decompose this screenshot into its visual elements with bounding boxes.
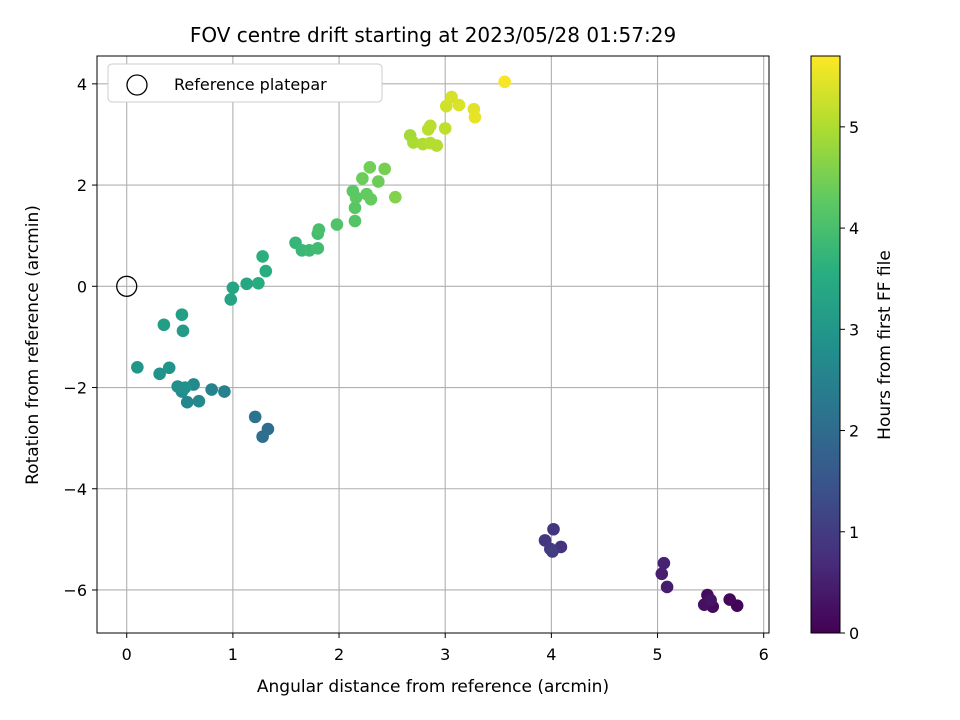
grid — [97, 56, 769, 633]
data-point — [248, 410, 262, 424]
data-points — [116, 75, 744, 613]
data-point — [407, 136, 420, 149]
legend-marker-open-circle — [126, 74, 148, 96]
data-point — [311, 242, 325, 255]
y-tick-label: −2 — [63, 379, 87, 398]
axes: 0 1 2 3 4 5 6 −6 −4 −2 0 2 4 — [63, 55, 770, 664]
data-point — [312, 223, 326, 236]
data-point — [389, 190, 402, 204]
data-point — [346, 184, 360, 198]
y-tick-label: −4 — [63, 480, 87, 499]
data-point — [205, 383, 218, 396]
chart-title: FOV centre drift starting at 2023/05/28 … — [190, 23, 676, 47]
data-point — [157, 318, 171, 332]
data-point — [330, 218, 344, 231]
x-tick-label: 5 — [652, 645, 662, 664]
colorbar: 0 1 2 3 4 5 Hours from first FF file — [810, 55, 895, 643]
colorbar-tick-label: 5 — [849, 118, 859, 137]
x-tick-label: 3 — [440, 645, 450, 664]
y-tick-label: 0 — [77, 277, 87, 296]
x-tick-label: 4 — [546, 645, 556, 664]
data-point — [546, 545, 559, 558]
data-point — [660, 580, 674, 594]
reference-point-marker — [116, 275, 138, 297]
data-point — [131, 360, 144, 374]
data-point — [348, 201, 362, 215]
data-point — [252, 276, 265, 290]
colorbar-label: Hours from first FF file — [875, 250, 895, 440]
x-tick-label: 1 — [228, 645, 238, 664]
data-point — [240, 277, 253, 291]
data-point — [723, 593, 737, 606]
y-tick-label: −6 — [63, 581, 87, 600]
colorbar-tick-label: 2 — [849, 422, 859, 441]
data-point — [175, 308, 189, 321]
data-point — [348, 214, 362, 228]
x-tick-label: 2 — [334, 645, 344, 664]
colorbar-tick-label: 1 — [849, 523, 859, 542]
y-tick-label: 4 — [77, 75, 87, 94]
data-point — [547, 522, 560, 536]
data-point — [259, 264, 273, 278]
data-point — [256, 430, 269, 443]
data-point — [424, 119, 437, 133]
colorbar-tick-label: 0 — [849, 624, 859, 643]
data-point — [224, 293, 238, 306]
data-point — [162, 361, 176, 375]
colorbar-tick-label: 4 — [849, 219, 859, 238]
data-point — [363, 161, 377, 174]
data-point — [256, 250, 269, 263]
data-point — [176, 324, 190, 338]
data-point — [178, 381, 192, 394]
legend-label: Reference platepar — [174, 75, 327, 94]
colorbar-ticks: 0 1 2 3 4 5 — [840, 118, 859, 643]
plot-frame — [96, 55, 770, 634]
colorbar-tick-label: 3 — [849, 320, 859, 339]
data-point — [704, 593, 717, 607]
colorbar-gradient — [810, 55, 841, 634]
x-tick-label: 0 — [122, 645, 132, 664]
y-tick-label: 2 — [77, 176, 87, 195]
data-point — [657, 556, 671, 570]
data-point — [430, 139, 444, 152]
data-point — [438, 122, 452, 135]
legend: Reference platepar — [107, 63, 383, 103]
x-tick-label: 6 — [759, 645, 769, 664]
data-point — [153, 367, 166, 381]
data-point — [445, 90, 458, 104]
data-point — [180, 395, 194, 409]
data-point — [655, 567, 669, 581]
data-point — [439, 99, 453, 113]
data-point — [498, 75, 511, 89]
y-axis-label: Rotation from reference (arcmin) — [23, 205, 43, 485]
data-point — [468, 110, 482, 124]
data-point — [226, 281, 240, 295]
data-point — [452, 98, 466, 112]
legend-box — [107, 63, 383, 103]
data-point — [378, 162, 391, 176]
data-point — [218, 385, 231, 398]
data-point — [372, 175, 385, 188]
x-axis-label: Angular distance from reference (arcmin) — [257, 677, 609, 697]
data-point — [356, 172, 369, 185]
data-point — [364, 192, 378, 206]
data-point — [192, 394, 206, 408]
